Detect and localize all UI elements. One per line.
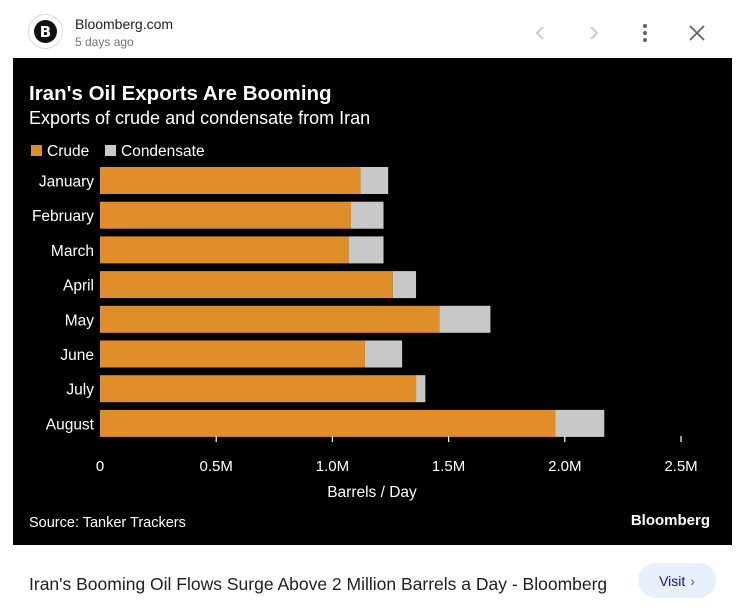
bar-crude-february	[100, 201, 351, 229]
legend-label-crude: Crude	[47, 143, 89, 160]
bloomberg-brand: Bloomberg	[631, 512, 710, 529]
bar-condensate-august	[555, 409, 605, 437]
x-axis: 0 0.5M 1.0M 1.5M 2.0M 2.5M	[96, 436, 698, 475]
bar-chart: Iran's Oil Exports Are Booming Exports o…	[29, 82, 710, 531]
post-age: 5 days ago	[75, 35, 134, 49]
visit-label: Visit	[659, 572, 686, 589]
legend-label-condensate: Condensate	[121, 143, 205, 160]
bar-condensate-february	[350, 201, 384, 229]
category-label: August	[46, 416, 95, 433]
chart-title: Iran's Oil Exports Are Booming	[29, 82, 332, 105]
chevron-right-icon	[590, 26, 599, 40]
bar-condensate-april	[392, 271, 417, 299]
bar-condensate-july	[416, 375, 426, 403]
close-button[interactable]	[682, 18, 712, 48]
chart-subtitle: Exports of crude and condensate from Ira…	[29, 108, 370, 128]
source-name[interactable]: Bloomberg.com	[75, 16, 174, 32]
more-options-button[interactable]	[630, 18, 660, 48]
x-tick-label: 1.5M	[432, 458, 465, 475]
bar-condensate-june	[364, 340, 403, 368]
bar-condensate-january	[360, 167, 389, 194]
category-label: July	[66, 382, 94, 399]
logo-letter: B	[34, 20, 57, 43]
footer: Iran's Booming Oil Flows Surge Above 2 M…	[0, 555, 750, 613]
chart-image[interactable]: Iran's Oil Exports Are Booming Exports o…	[13, 58, 732, 545]
category-label: February	[32, 208, 94, 225]
x-tick-label: 1.0M	[316, 458, 349, 475]
more-vert-icon	[643, 24, 647, 42]
close-icon	[689, 25, 705, 41]
bar-crude-august	[100, 409, 556, 437]
category-label: January	[39, 174, 94, 191]
category-label: March	[51, 243, 94, 260]
x-tick-label: 0.5M	[200, 458, 233, 475]
x-tick-label: 2.0M	[548, 458, 581, 475]
bar-crude-july	[100, 375, 417, 403]
legend-swatch-crude	[31, 145, 42, 156]
article-title[interactable]: Iran's Booming Oil Flows Surge Above 2 M…	[29, 574, 608, 594]
category-label: April	[63, 278, 94, 295]
category-label: May	[65, 312, 95, 329]
x-axis-label: Barrels / Day	[327, 484, 417, 501]
x-tick-label: 0	[96, 458, 104, 475]
chevron-left-icon	[535, 26, 544, 40]
chevron-right-icon: ›	[690, 572, 695, 589]
bar-crude-january	[100, 167, 361, 194]
bar-crude-april	[100, 271, 393, 299]
bars-group: January February March April May June July Augu…	[32, 167, 605, 437]
legend-swatch-condensate	[105, 145, 116, 156]
category-label: June	[60, 347, 94, 364]
bloomberg-logo: B	[28, 14, 63, 49]
previous-button[interactable]	[526, 18, 556, 48]
bar-crude-may	[100, 305, 440, 333]
bar-condensate-march	[348, 236, 384, 264]
x-tick-label: 2.5M	[664, 458, 697, 475]
next-button[interactable]	[578, 18, 608, 48]
visit-button[interactable]: Visit ›	[638, 563, 716, 598]
bar-condensate-may	[439, 305, 491, 333]
header: B Bloomberg.com 5 days ago	[0, 0, 750, 58]
bar-crude-june	[100, 340, 365, 368]
source-note: Source: Tanker Trackers	[29, 515, 186, 531]
bar-crude-march	[100, 236, 349, 264]
